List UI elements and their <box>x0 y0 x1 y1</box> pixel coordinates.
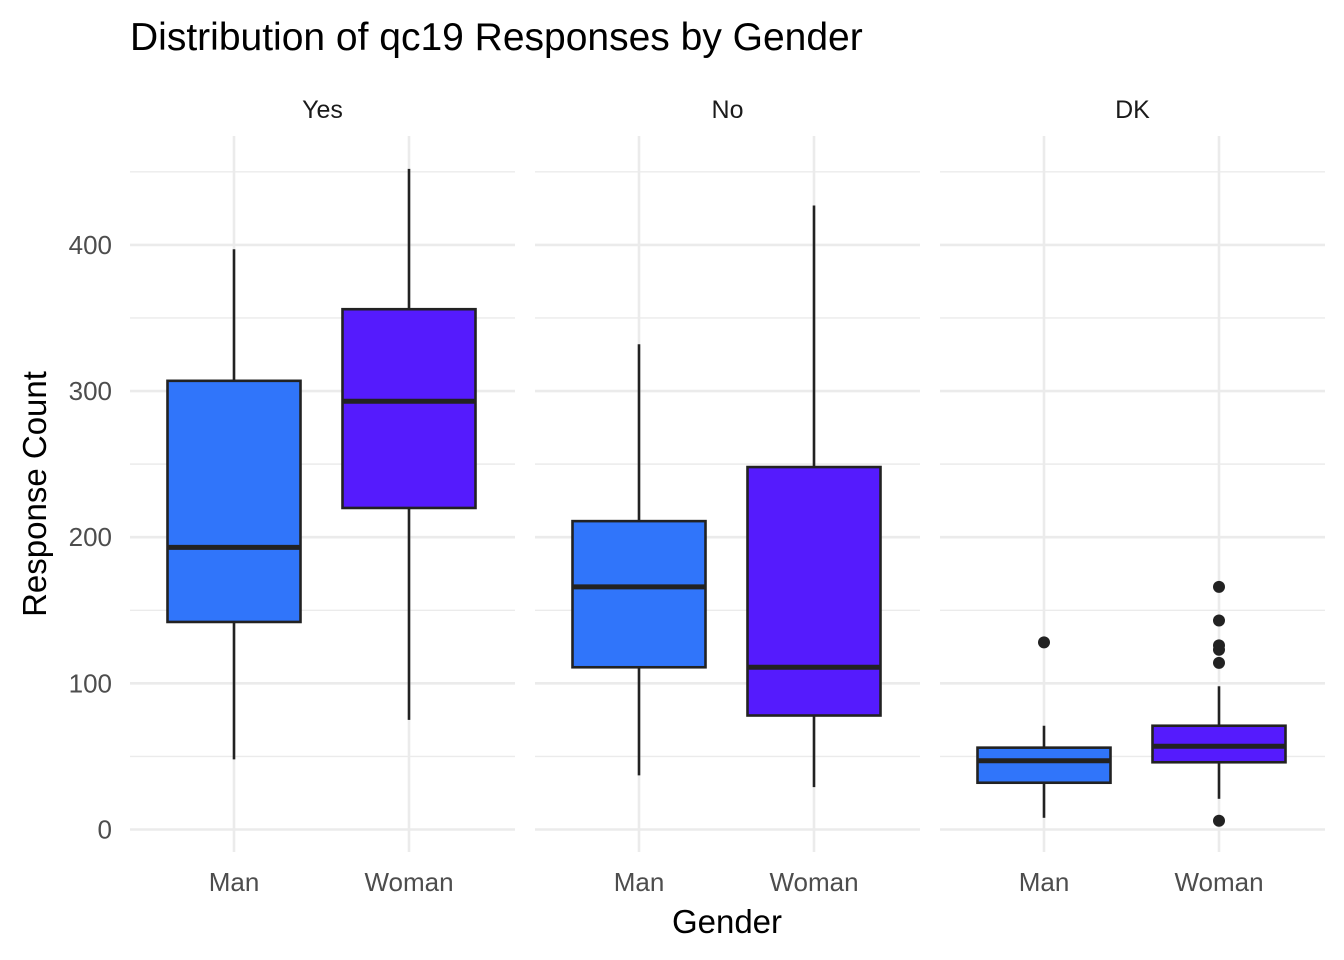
facet-strip-label: Yes <box>302 96 343 124</box>
y-tick-label: 400 <box>69 230 112 260</box>
facet-panel-dk: DK Man Woman <box>940 96 1325 897</box>
x-tick-label: Woman <box>769 867 858 897</box>
facet-panel-no: No Man Woman <box>535 96 920 897</box>
box-iqr <box>976 746 1112 785</box>
x-tick-label: Woman <box>1174 867 1263 897</box>
box-iqr <box>746 465 882 717</box>
x-tick-label: Man <box>209 867 260 897</box>
x-tick-label: Man <box>1019 867 1070 897</box>
facet-panel-yes: Yes Man Woman <box>130 96 515 897</box>
boxplot-yes-woman <box>341 168 477 720</box>
y-tick-label: 200 <box>69 522 112 552</box>
y-axis-title: Response Count <box>16 371 53 617</box>
boxplot-dk-woman <box>1151 580 1287 827</box>
box-iqr <box>166 379 302 624</box>
x-tick-label: Woman <box>364 867 453 897</box>
outlier-point <box>1213 643 1225 656</box>
y-tick-label: 0 <box>98 815 112 845</box>
outlier-point <box>1213 580 1225 593</box>
facet-strip-label: No <box>712 96 744 124</box>
boxplot-no-woman <box>746 205 882 788</box>
x-axis-title: Gender <box>672 903 782 940</box>
x-tick-label: Man <box>614 867 665 897</box>
outlier-point <box>1038 636 1050 649</box>
y-tick-label: 300 <box>69 376 112 406</box>
y-tick-label: 100 <box>69 668 112 698</box>
boxplot-no-man <box>571 344 707 776</box>
outlier-point <box>1213 614 1225 627</box>
outlier-point <box>1213 656 1225 669</box>
boxplot-dk-man <box>976 636 1112 818</box>
facet-panels: 0 100 200 300 400 Yes Man Woman No Man Woman DK Man W… <box>69 96 1325 897</box>
chart-title: Distribution of qc19 Responses by Gender <box>130 16 863 59</box>
box-iqr <box>341 307 477 510</box>
outlier-point <box>1213 814 1225 827</box>
boxplot-yes-man <box>166 249 302 760</box>
box-iqr <box>571 519 707 669</box>
facet-strip-label: DK <box>1115 96 1150 124</box>
